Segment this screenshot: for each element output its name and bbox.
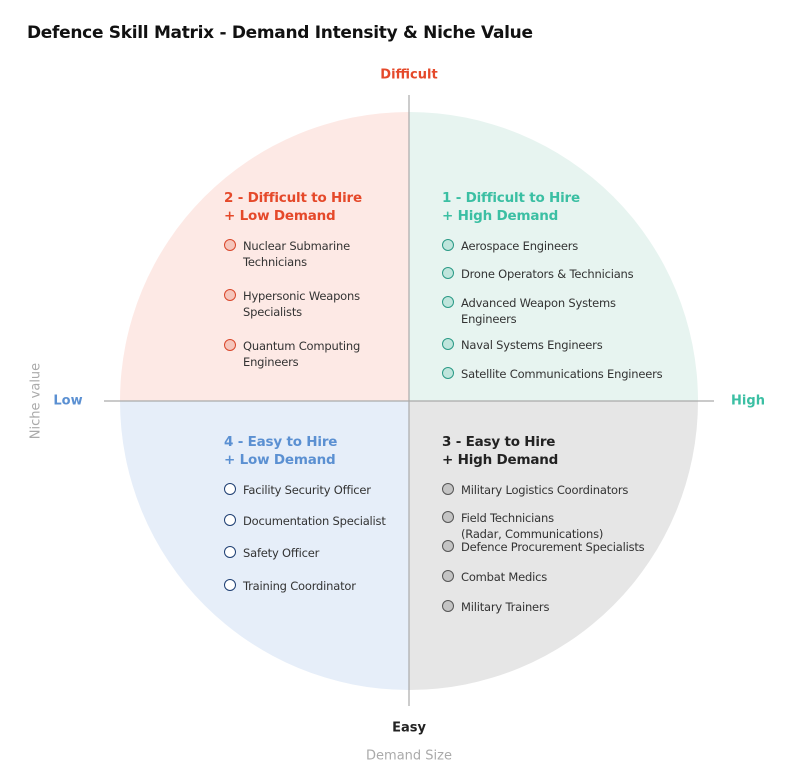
quadrant-title-line: 2 - Difficult to Hire <box>224 190 362 206</box>
circle-marker-icon <box>224 483 236 495</box>
quadrant-3-bg <box>409 401 698 690</box>
item-label: Naval Systems Engineers <box>461 338 603 352</box>
list-item: Training Coordinator <box>224 578 356 594</box>
diagram-title: Defence Skill Matrix - Demand Intensity … <box>27 23 533 43</box>
circle-marker-icon <box>442 239 454 251</box>
item-label: Hypersonic Weapons Specialists <box>243 289 360 319</box>
list-item: Naval Systems Engineers <box>442 337 603 353</box>
circle-marker-icon <box>442 600 454 612</box>
item-label: Military Trainers <box>461 600 550 614</box>
quadrant-4-title: 4 - Easy to Hire + Low Demand <box>224 433 337 469</box>
list-item: Documentation Specialist <box>224 513 386 529</box>
y-axis-title: Niche value <box>28 362 44 440</box>
quadrant-2-bg <box>120 112 409 401</box>
item-label: Satellite Communications Engineers <box>461 367 663 381</box>
list-item: Combat Medics <box>442 569 547 585</box>
circle-marker-icon <box>442 483 454 495</box>
list-item: Facility Security Officer <box>224 482 371 498</box>
list-item: Field Technicians (Radar, Communications… <box>442 510 603 542</box>
axis-label-low: Low <box>53 393 83 409</box>
quadrant-title-line: + High Demand <box>442 452 559 468</box>
item-label: Documentation Specialist <box>243 514 386 528</box>
list-item: Quantum Computing Engineers <box>224 338 360 370</box>
quadrant-title-line: + Low Demand <box>224 208 336 224</box>
x-axis-title: Demand Size <box>366 748 452 764</box>
axis-label-high: High <box>731 393 765 409</box>
quadrant-1-bg <box>409 112 698 401</box>
quadrant-2-title: 2 - Difficult to Hire + Low Demand <box>224 189 362 225</box>
list-item: Military Trainers <box>442 599 549 615</box>
quadrant-3-title: 3 - Easy to Hire + High Demand <box>442 433 558 469</box>
circle-marker-icon <box>224 239 236 251</box>
circle-marker-icon <box>442 540 454 552</box>
quadrant-4-bg <box>120 401 409 690</box>
axis-label-difficult: Difficult <box>380 67 438 83</box>
circle-marker-icon <box>442 338 454 350</box>
circle-marker-icon <box>224 579 236 591</box>
item-label: Facility Security Officer <box>243 483 371 497</box>
list-item: Drone Operators & Technicians <box>442 266 634 282</box>
circle-marker-icon <box>224 339 236 351</box>
list-item: Military Logistics Coordinators <box>442 482 628 498</box>
item-label: Safety Officer <box>243 546 320 560</box>
circle-marker-icon <box>442 367 454 379</box>
item-label: Combat Medics <box>461 570 547 584</box>
item-label: Defence Procurement Specialists <box>461 540 645 554</box>
item-label: Nuclear Submarine Technicians <box>243 239 350 269</box>
quadrant-1-title: 1 - Difficult to Hire + High Demand <box>442 189 580 225</box>
axis-label-easy: Easy <box>392 720 426 736</box>
item-label: Training Coordinator <box>243 579 356 593</box>
quadrant-title-line: 4 - Easy to Hire <box>224 434 338 450</box>
circle-marker-icon <box>442 511 454 523</box>
item-label: Advanced Weapon Systems Engineers <box>461 296 616 326</box>
list-item: Aerospace Engineers <box>442 238 578 254</box>
circle-marker-icon <box>224 546 236 558</box>
list-item: Advanced Weapon Systems Engineers <box>442 295 616 327</box>
list-item: Satellite Communications Engineers <box>442 366 663 382</box>
circle-marker-icon <box>442 570 454 582</box>
item-label: Field Technicians (Radar, Communications… <box>461 511 604 541</box>
list-item: Hypersonic Weapons Specialists <box>224 288 360 320</box>
list-item: Safety Officer <box>224 545 319 561</box>
quadrant-title-line: + Low Demand <box>224 452 336 468</box>
item-label: Quantum Computing Engineers <box>243 339 361 369</box>
circle-marker-icon <box>442 267 454 279</box>
quadrant-title-line: 3 - Easy to Hire <box>442 434 556 450</box>
list-item: Defence Procurement Specialists <box>442 539 645 555</box>
circle-marker-icon <box>442 296 454 308</box>
circle-marker-icon <box>224 514 236 526</box>
quadrant-title-line: + High Demand <box>442 208 559 224</box>
item-label: Military Logistics Coordinators <box>461 483 629 497</box>
item-label: Drone Operators & Technicians <box>461 267 634 281</box>
circle-marker-icon <box>224 289 236 301</box>
quadrant-title-line: 1 - Difficult to Hire <box>442 190 580 206</box>
item-label: Aerospace Engineers <box>461 239 579 253</box>
list-item: Nuclear Submarine Technicians <box>224 238 350 270</box>
